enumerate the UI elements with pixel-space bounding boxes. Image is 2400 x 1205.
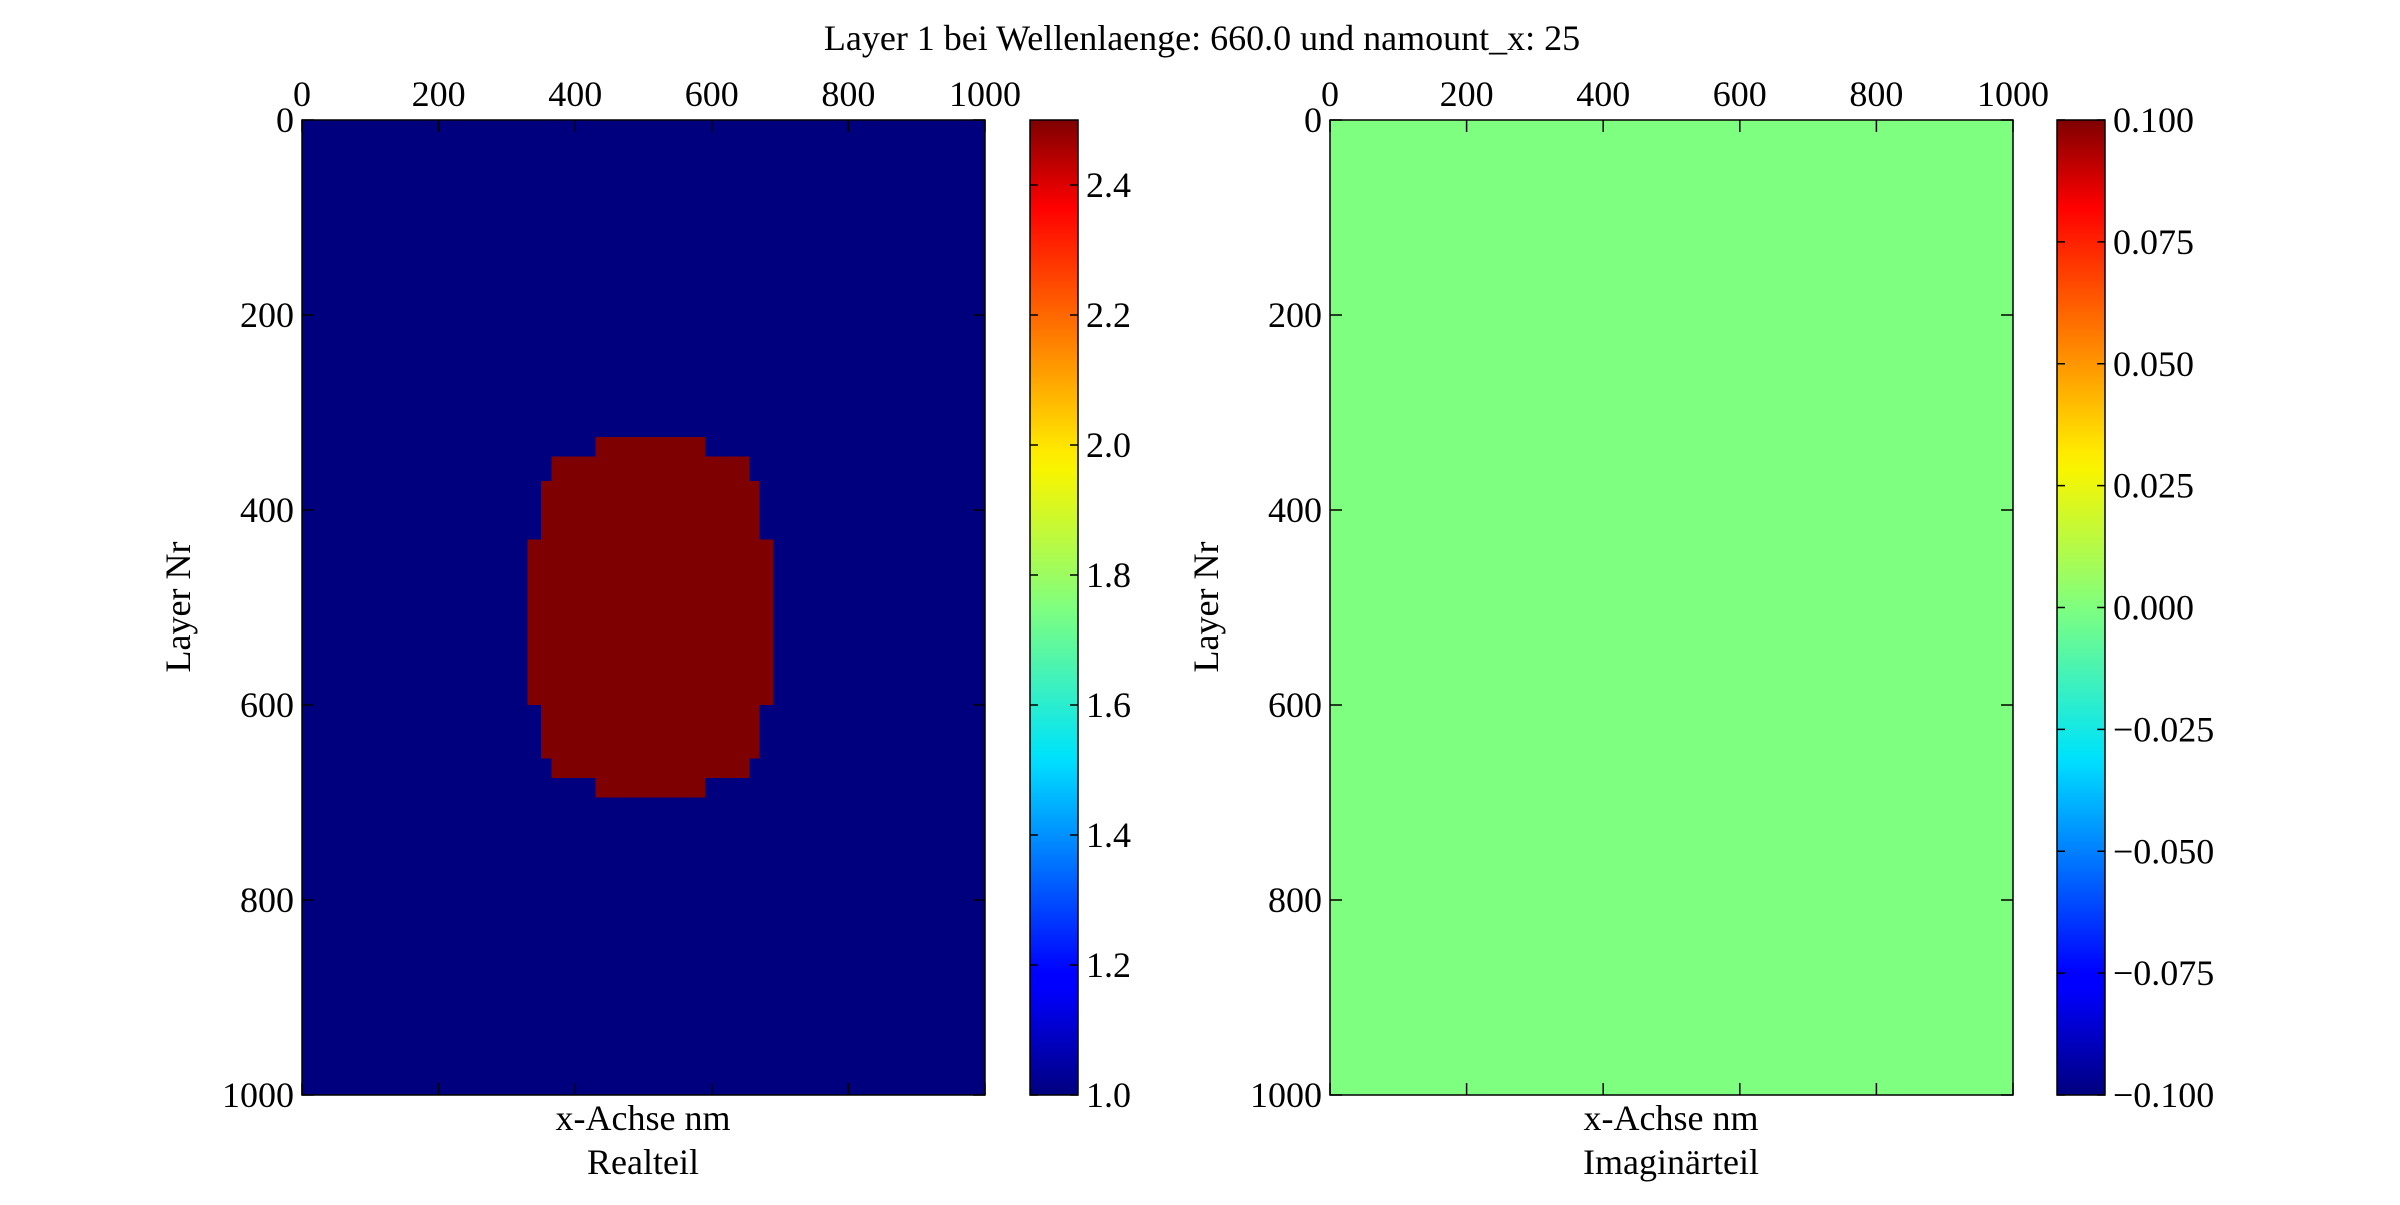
realteil-region-cell-1	[551, 456, 750, 481]
realteil-colorbar-tick-label-1: 1.2	[1086, 945, 1131, 985]
realteil-region-cell-3	[527, 539, 774, 705]
imaginaerteil-colorbar-tick-label-7: 0.075	[2113, 222, 2194, 262]
realteil-colorbar-tick-label-3: 1.6	[1086, 685, 1131, 725]
realteil-y-axis-label: Layer Nr	[158, 542, 198, 673]
imaginaerteil-x-tick-label-600: 600	[1713, 74, 1767, 114]
realteil-region-cell-4	[541, 705, 760, 759]
realteil-y-tick-label-400: 400	[240, 490, 294, 530]
realteil-colorbar-ticks: 1.0 1.2 1.4 1.6 1.8 2.0 2.2 2.4	[1030, 165, 1131, 1115]
realteil-y-tick-label-800: 800	[240, 880, 294, 920]
imaginaerteil-colorbar-tick-label-5: 0.025	[2113, 466, 2194, 506]
realteil-panel: 0 200 400 600 800 1000 0 200 400 600 800 1000 x-Ac…	[158, 74, 1131, 1182]
imaginaerteil-x-tick-label-0: 0	[1321, 74, 1339, 114]
figure-title: Layer 1 bei Wellenlaenge: 660.0 und namo…	[824, 18, 1580, 58]
realteil-subtitle: Realteil	[587, 1142, 699, 1182]
imaginaerteil-x-tick-label-200: 200	[1440, 74, 1494, 114]
imaginaerteil-y-tick-label-1000: 1000	[1250, 1075, 1322, 1115]
realteil-x-tick-label-0: 0	[293, 74, 311, 114]
realteil-region-cell-6	[595, 778, 705, 798]
imaginaerteil-panel: 0 200 400 600 800 1000 0 200 400 600 800 1000 x-Ac…	[1186, 74, 2214, 1182]
realteil-axes-frame	[301, 119, 986, 1096]
imaginaerteil-y-axis-label: Layer Nr	[1186, 542, 1226, 673]
realteil-x-tick-label-200: 200	[412, 74, 466, 114]
realteil-colorbar-tick-label-4: 1.8	[1086, 555, 1131, 595]
realteil-colorbar	[1029, 119, 1079, 1096]
imaginaerteil-y-tick-label-400: 400	[1268, 490, 1322, 530]
imaginaerteil-colorbar-tick-label-6: 0.050	[2113, 344, 2194, 384]
imaginaerteil-colorbar-tick-label-2: −0.050	[2113, 831, 2214, 871]
imaginaerteil-x-axis-label: x-Achse nm	[1584, 1098, 1759, 1138]
realteil-colorbar-tick-label-0: 1.0	[1086, 1075, 1131, 1115]
realteil-x-tick-label-1000: 1000	[949, 74, 1021, 114]
realteil-colorbar-tick-label-7: 2.4	[1086, 165, 1131, 205]
imaginaerteil-colorbar-tick-label-1: −0.075	[2113, 953, 2214, 993]
realteil-x-tick-label-400: 400	[548, 74, 602, 114]
imaginaerteil-x-tick-label-400: 400	[1576, 74, 1630, 114]
imaginaerteil-x-tick-label-1000: 1000	[1977, 74, 2049, 114]
imaginaerteil-subtitle: Imaginärteil	[1583, 1142, 1759, 1182]
imaginaerteil-colorbar-ticks: −0.100 −0.075 −0.050 −0.025 0.000 0.025 0.050 0…	[2057, 100, 2214, 1115]
imaginaerteil-y-tick-label-600: 600	[1268, 685, 1322, 725]
realteil-colorbar-tick-label-5: 2.0	[1086, 425, 1131, 465]
realteil-x-tick-label-800: 800	[821, 74, 875, 114]
realteil-y-tick-label-200: 200	[240, 295, 294, 335]
realteil-colorbar-tick-label-6: 2.2	[1086, 295, 1131, 335]
realteil-y-tick-label-0: 0	[276, 100, 294, 140]
realteil-x-ticks: 0 200 400 600 800 1000	[293, 74, 1021, 1095]
imaginaerteil-colorbar-tick-label-4: 0.000	[2113, 588, 2194, 628]
realteil-y-tick-label-600: 600	[240, 685, 294, 725]
imaginaerteil-colorbar-tick-label-3: −0.025	[2113, 709, 2214, 749]
imaginaerteil-x-ticks: 0 200 400 600 800 1000	[1321, 74, 2049, 1095]
realteil-region-cell-0	[595, 436, 705, 457]
imaginaerteil-y-ticks: 0 200 400 600 800 1000	[1250, 100, 2013, 1115]
imaginaerteil-y-tick-label-800: 800	[1268, 880, 1322, 920]
imaginaerteil-heatmap-background	[1330, 120, 2013, 1095]
imaginaerteil-y-tick-label-200: 200	[1268, 295, 1322, 335]
realteil-x-tick-label-600: 600	[685, 74, 739, 114]
imaginaerteil-colorbar-tick-label-0: −0.100	[2113, 1075, 2214, 1115]
realteil-region-cell-5	[551, 758, 750, 779]
realteil-y-tick-label-1000: 1000	[222, 1075, 294, 1115]
imaginaerteil-colorbar-tick-label-8: 0.100	[2113, 100, 2194, 140]
imaginaerteil-x-tick-label-800: 800	[1849, 74, 1903, 114]
realteil-high-index-region	[527, 436, 774, 798]
realteil-region-cell-2	[541, 480, 760, 540]
imaginaerteil-axes-frame	[1329, 119, 2014, 1096]
realteil-y-ticks: 0 200 400 600 800 1000	[222, 100, 985, 1115]
realteil-x-axis-label: x-Achse nm	[556, 1098, 731, 1138]
realteil-colorbar-tick-label-2: 1.4	[1086, 815, 1131, 855]
imaginaerteil-y-tick-label-0: 0	[1304, 100, 1322, 140]
